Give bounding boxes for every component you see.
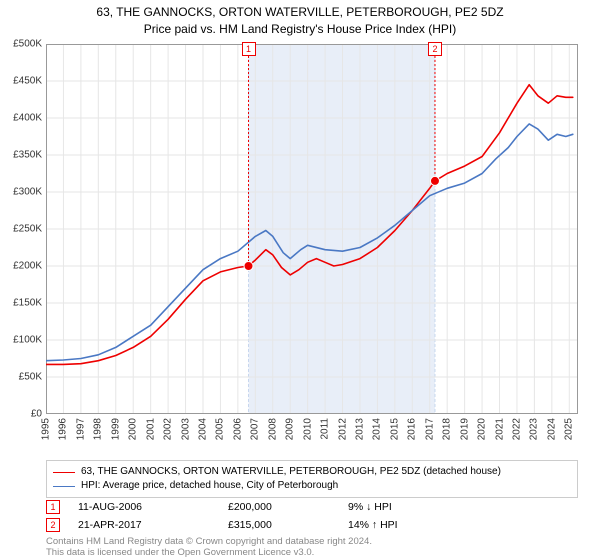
x-tick-label: 2013 xyxy=(354,418,365,440)
sale-marker-box: 1 xyxy=(242,42,256,56)
sale-date: 11-AUG-2006 xyxy=(78,501,228,513)
x-tick-label: 2003 xyxy=(180,418,191,440)
legend-item: HPI: Average price, detached house, City… xyxy=(53,479,571,493)
x-tick-label: 2002 xyxy=(163,418,174,440)
x-tick-label: 2006 xyxy=(232,418,243,440)
x-tick-label: 2021 xyxy=(494,418,505,440)
chart-svg xyxy=(46,44,578,414)
x-tick-label: 1996 xyxy=(58,418,69,440)
x-tick-label: 2011 xyxy=(320,418,331,440)
x-tick-label: 2017 xyxy=(424,418,435,440)
legend-item: 63, THE GANNOCKS, ORTON WATERVILLE, PETE… xyxy=(53,465,571,479)
y-tick-label: £150K xyxy=(13,298,42,309)
x-tick-label: 2020 xyxy=(477,418,488,440)
x-tick-label: 2000 xyxy=(128,418,139,440)
sale-index-box: 2 xyxy=(46,518,60,532)
title-line-2: Price paid vs. HM Land Registry's House … xyxy=(0,21,600,38)
x-tick-label: 2024 xyxy=(546,418,557,440)
y-tick-label: £50K xyxy=(19,372,42,383)
title-line-1: 63, THE GANNOCKS, ORTON WATERVILLE, PETE… xyxy=(0,4,600,21)
x-tick-label: 2009 xyxy=(285,418,296,440)
x-tick-label: 2004 xyxy=(197,418,208,440)
x-tick-label: 1998 xyxy=(93,418,104,440)
y-tick-label: £200K xyxy=(13,261,42,272)
sales-table: 1 11-AUG-2006£200,0009% ↓ HPI 2 21-APR-2017… xyxy=(46,498,578,534)
legend-swatch xyxy=(53,486,75,487)
sale-pct-vs-hpi: 14% ↑ HPI xyxy=(348,519,508,531)
x-tick-label: 2015 xyxy=(389,418,400,440)
legend: 63, THE GANNOCKS, ORTON WATERVILLE, PETE… xyxy=(46,460,578,498)
legend-label: HPI: Average price, detached house, City… xyxy=(81,479,338,493)
y-tick-label: £300K xyxy=(13,187,42,198)
x-tick-label: 2019 xyxy=(459,418,470,440)
x-tick-label: 2023 xyxy=(529,418,540,440)
y-tick-label: £500K xyxy=(13,39,42,50)
footer-line-1: Contains HM Land Registry data © Crown c… xyxy=(46,536,372,547)
sale-index-box: 1 xyxy=(46,500,60,514)
sale-price: £200,000 xyxy=(228,501,348,513)
x-tick-label: 2010 xyxy=(302,418,313,440)
sale-row: 1 11-AUG-2006£200,0009% ↓ HPI xyxy=(46,498,578,516)
legend-label: 63, THE GANNOCKS, ORTON WATERVILLE, PETE… xyxy=(81,465,501,479)
x-tick-label: 2008 xyxy=(267,418,278,440)
x-tick-label: 1997 xyxy=(75,418,86,440)
x-tick-label: 2001 xyxy=(145,418,156,440)
x-tick-label: 2018 xyxy=(442,418,453,440)
legend-swatch xyxy=(53,472,75,473)
x-tick-label: 2007 xyxy=(250,418,261,440)
footer-line-2: This data is licensed under the Open Gov… xyxy=(46,547,372,558)
sale-pct-vs-hpi: 9% ↓ HPI xyxy=(348,501,508,513)
x-tick-label: 2016 xyxy=(407,418,418,440)
y-tick-label: £350K xyxy=(13,150,42,161)
sale-marker-box: 2 xyxy=(428,42,442,56)
x-tick-label: 2014 xyxy=(372,418,383,440)
x-tick-label: 2012 xyxy=(337,418,348,440)
y-tick-label: £250K xyxy=(13,224,42,235)
x-tick-label: 2022 xyxy=(511,418,522,440)
sale-row: 2 21-APR-2017£315,00014% ↑ HPI xyxy=(46,516,578,534)
x-tick-label: 1995 xyxy=(41,418,52,440)
y-tick-label: £400K xyxy=(13,113,42,124)
x-tick-label: 1999 xyxy=(110,418,121,440)
chart-plot-area xyxy=(46,44,578,414)
chart-title-block: 63, THE GANNOCKS, ORTON WATERVILLE, PETE… xyxy=(0,0,600,38)
footer-attribution: Contains HM Land Registry data © Crown c… xyxy=(46,536,372,559)
sale-price: £315,000 xyxy=(228,519,348,531)
sale-date: 21-APR-2017 xyxy=(78,519,228,531)
x-tick-label: 2005 xyxy=(215,418,226,440)
y-tick-label: £100K xyxy=(13,335,42,346)
y-tick-label: £450K xyxy=(13,76,42,87)
x-tick-label: 2025 xyxy=(564,418,575,440)
